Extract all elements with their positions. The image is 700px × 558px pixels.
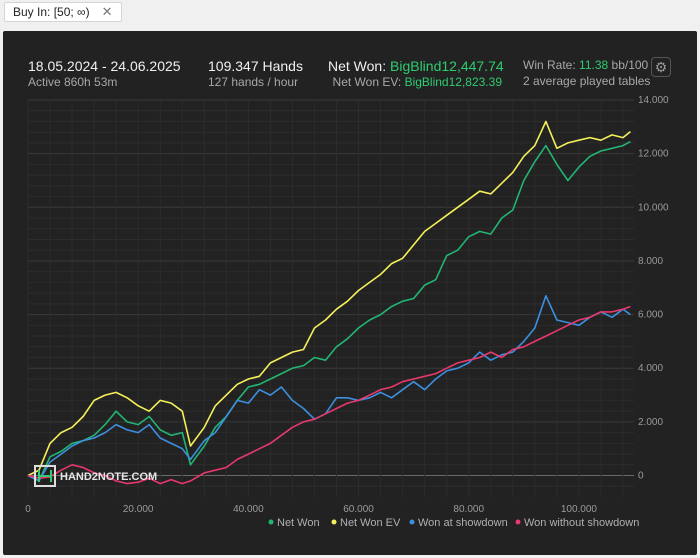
y-tick-label: 6.000 bbox=[638, 310, 663, 321]
legend-label: Won at showdown bbox=[418, 517, 508, 529]
win-rate: Win Rate: 11.38 bb/100 bbox=[523, 58, 648, 72]
logo-h-icon bbox=[38, 470, 52, 482]
hands-count: 109.347 Hands bbox=[208, 58, 303, 74]
legend-marker bbox=[331, 519, 337, 525]
y-tick-label: 2.000 bbox=[638, 417, 663, 428]
buy-in-filter-chip[interactable]: Buy In: [50; ∞) ✕ bbox=[4, 2, 122, 22]
hands-per-hour: 127 hands / hour bbox=[208, 75, 299, 89]
series-line-net-won bbox=[27, 140, 631, 482]
y-tick-label: 10.000 bbox=[638, 202, 669, 213]
series-line-won-without-showdown bbox=[27, 305, 631, 485]
net-won-value: BigBlind12,447.74 bbox=[390, 58, 504, 74]
chart-legend: Net Won Net Won EV Won at showdown Won with… bbox=[268, 517, 639, 529]
y-axis-tick-labels: 0 2.000 4.000 6.000 8.000 10.000 12.000 14.000 bbox=[638, 95, 669, 482]
average-tables: 2 average played tables bbox=[523, 74, 651, 88]
date-range: 18.05.2024 - 24.06.2025 bbox=[28, 58, 181, 74]
legend-label: Net Won bbox=[277, 517, 320, 529]
settings-gear-icon[interactable]: ⚙ bbox=[651, 57, 671, 77]
y-tick-label: 0 bbox=[638, 471, 644, 482]
legend-marker bbox=[268, 519, 274, 525]
net-won-label: Net Won: bbox=[328, 58, 387, 74]
x-tick-label: 40.000 bbox=[233, 504, 264, 515]
chart-grid bbox=[27, 99, 634, 497]
y-tick-label: 8.000 bbox=[638, 256, 663, 267]
win-rate-unit: bb/100 bbox=[611, 58, 649, 72]
chart-series-lines bbox=[27, 120, 631, 485]
win-rate-label: Win Rate: bbox=[523, 58, 576, 72]
x-axis-tick-labels: 0 20.000 40.000 60.000 80.000 100.000 bbox=[25, 504, 597, 515]
net-won-ev-summary: Net Won EV: BigBlind12,823.39 bbox=[333, 75, 502, 89]
close-icon[interactable]: ✕ bbox=[101, 4, 113, 19]
logo-mark-icon bbox=[34, 465, 56, 487]
x-tick-label: 60.000 bbox=[343, 504, 374, 515]
active-time: Active 860h 53m bbox=[28, 75, 118, 89]
y-tick-label: 4.000 bbox=[638, 363, 663, 374]
net-won-summary: Net Won: BigBlind12,447.74 bbox=[328, 58, 504, 74]
series-line-won-at-showdown bbox=[27, 295, 631, 482]
win-rate-value: 11.38 bbox=[579, 58, 609, 72]
legend-marker bbox=[515, 519, 521, 525]
net-won-ev-value: BigBlind12,823.39 bbox=[404, 75, 502, 89]
legend-label: Net Won EV bbox=[340, 517, 401, 529]
x-tick-label: 0 bbox=[25, 504, 31, 515]
x-tick-label: 80.000 bbox=[453, 504, 484, 515]
y-tick-label: 12.000 bbox=[638, 149, 669, 160]
net-won-ev-label: Net Won EV: bbox=[332, 75, 402, 89]
series-line-net-won-ev bbox=[27, 120, 631, 477]
x-tick-label: 20.000 bbox=[123, 504, 154, 515]
filter-chip-label: Buy In: [50; ∞) bbox=[13, 5, 90, 19]
bankroll-graph: 02.0004.0006.0008.00010.00012.00014.000 … bbox=[25, 95, 669, 529]
x-tick-label: 100.000 bbox=[561, 504, 598, 515]
watermark-text: HAND2NOTE.COM bbox=[60, 471, 157, 483]
hand2note-logo: HAND2NOTE.COM bbox=[34, 465, 157, 487]
legend-marker bbox=[409, 519, 415, 525]
legend-label: Won without showdown bbox=[524, 517, 639, 529]
graph-panel: 18.05.2024 - 24.06.2025 Active 860h 53m … bbox=[3, 31, 697, 555]
y-tick-label: 14.000 bbox=[638, 95, 669, 106]
